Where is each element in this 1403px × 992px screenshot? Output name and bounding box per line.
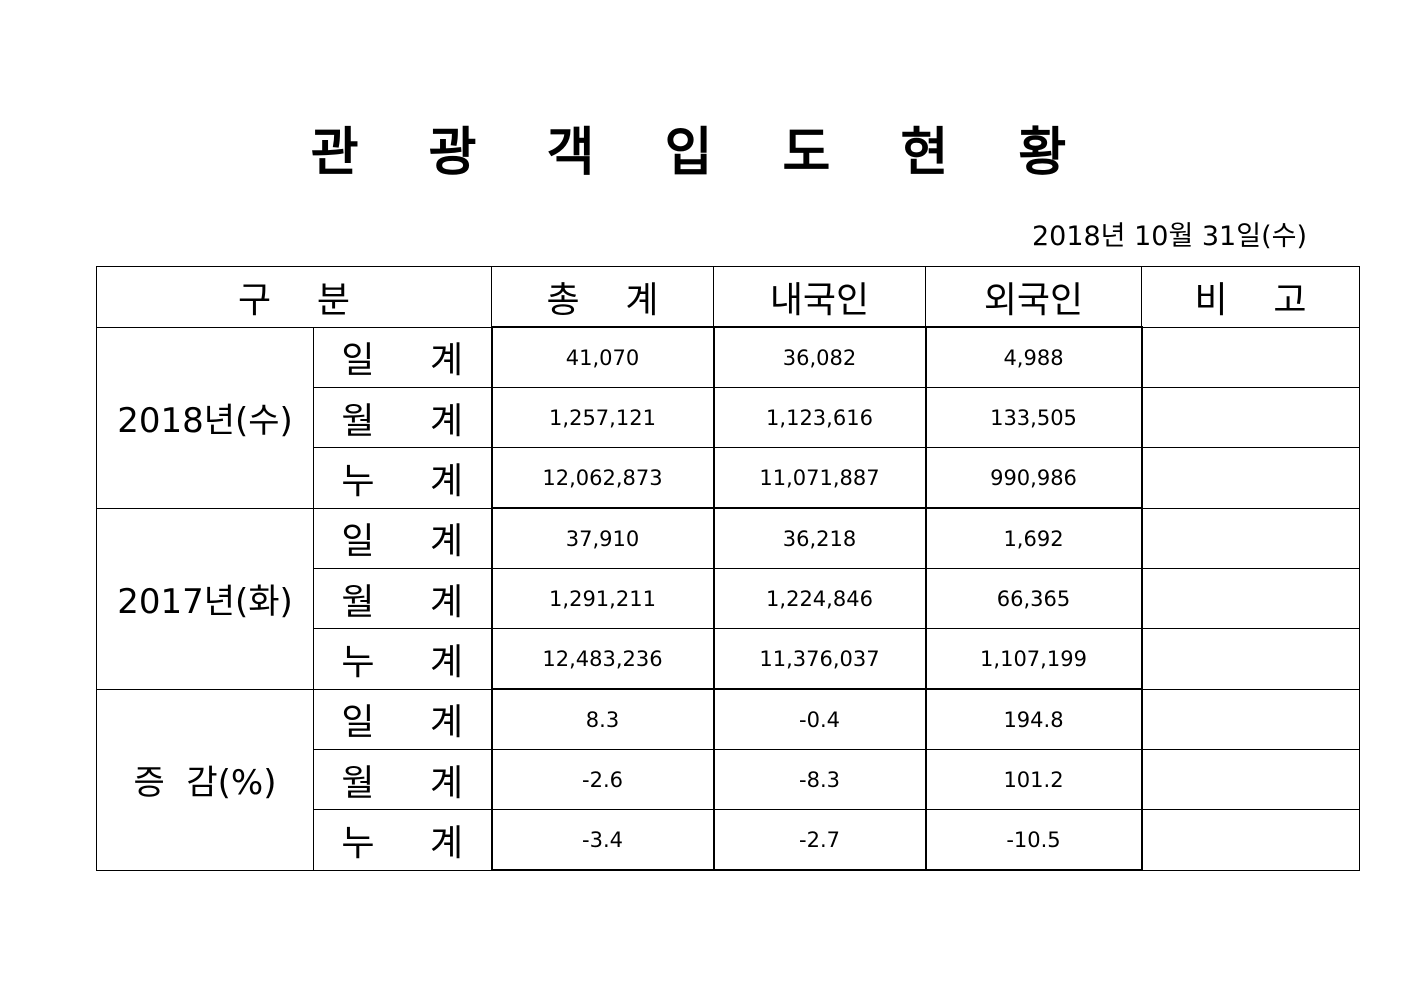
- cell-total: 1,257,121: [490, 387, 715, 448]
- cell-total: 12,062,873: [490, 447, 715, 509]
- cell-total: 8.3: [490, 688, 715, 750]
- cell-total: 1,291,211: [490, 568, 715, 629]
- header-row: 구 분 총 계 내국인 외국인 비 고: [96, 266, 1360, 328]
- page-title: 관 광 객 입 도 현 황: [310, 123, 1093, 183]
- table-row: 월 계 1,291,211 1,224,846 66,365: [97, 568, 1360, 629]
- cell-domestic: -8.3: [713, 749, 926, 810]
- row-label-daily: 일 계: [313, 688, 492, 750]
- cell-remarks: [1141, 507, 1360, 569]
- cell-foreign: 66,365: [924, 568, 1143, 629]
- row-label-monthly: 월 계: [313, 749, 492, 810]
- table-row: 월 계 1,257,121 1,123,616 133,505: [97, 387, 1360, 448]
- cell-foreign: -10.5: [924, 809, 1143, 871]
- table-row: 증 감(%) 일 계 8.3 -0.4 194.8: [96, 688, 1360, 871]
- cell-foreign: 1,107,199: [924, 628, 1143, 690]
- cell-remarks: [1141, 447, 1360, 509]
- cell-total: 41,070: [490, 326, 715, 388]
- cell-domestic: -2.7: [713, 809, 926, 871]
- cell-domestic: 1,224,846: [713, 568, 926, 629]
- cell-remarks: [1141, 688, 1360, 750]
- cell-domestic: -0.4: [713, 688, 926, 750]
- cell-remarks: [1141, 749, 1360, 810]
- table-row: 누 계 12,483,236 11,376,037 1,107,199: [97, 628, 1360, 690]
- cell-remarks: [1141, 387, 1360, 448]
- cell-foreign: 4,988: [924, 326, 1143, 388]
- report-date: 2018년 10월 31일(수): [1031, 221, 1307, 252]
- cell-remarks: [1141, 628, 1360, 690]
- table-row: 누 계 -3.4 -2.7 -10.5: [97, 809, 1360, 871]
- header-domestic: 내국인: [713, 266, 926, 328]
- header-total: 총 계: [491, 266, 714, 328]
- table-row: 2017년(화) 일 계 37,910 36,218 1,692: [96, 507, 1360, 690]
- cell-total: -3.4: [490, 809, 715, 871]
- group-label: 2018년(수): [96, 326, 314, 509]
- cell-domestic: 1,123,616: [713, 387, 926, 448]
- cell-domestic: 11,376,037: [713, 628, 926, 690]
- cell-foreign: 101.2: [924, 749, 1143, 810]
- cell-foreign: 990,986: [924, 447, 1143, 509]
- header-category: 구 분: [96, 266, 492, 328]
- table-row: 월 계 -2.6 -8.3 101.2: [97, 749, 1360, 810]
- cell-foreign: 1,692: [924, 507, 1143, 569]
- cell-total: 12,483,236: [490, 628, 715, 690]
- cell-total: -2.6: [490, 749, 715, 810]
- table-row: 2018년(수) 일 계 41,070 36,082 4,988: [96, 326, 1360, 509]
- cell-domestic: 36,218: [713, 507, 926, 569]
- row-label-daily: 일 계: [313, 326, 492, 388]
- row-label-cumulative: 누 계: [313, 447, 492, 509]
- row-label-monthly: 월 계: [313, 387, 492, 448]
- row-label-cumulative: 누 계: [313, 809, 492, 871]
- row-label-cumulative: 누 계: [313, 628, 492, 690]
- header-remarks: 비 고: [1141, 266, 1360, 328]
- row-label-monthly: 월 계: [313, 568, 492, 629]
- cell-total: 37,910: [490, 507, 715, 569]
- cell-domestic: 11,071,887: [713, 447, 926, 509]
- group-label: 2017년(화): [96, 507, 314, 690]
- table-row: 누 계 12,062,873 11,071,887 990,986: [97, 447, 1360, 509]
- cell-remarks: [1141, 568, 1360, 629]
- row-label-daily: 일 계: [313, 507, 492, 569]
- group-label: 증 감(%): [96, 688, 314, 871]
- cell-domestic: 36,082: [713, 326, 926, 388]
- cell-foreign: 133,505: [924, 387, 1143, 448]
- cell-foreign: 194.8: [924, 688, 1143, 750]
- header-foreign: 외국인: [925, 266, 1142, 328]
- cell-remarks: [1141, 326, 1360, 388]
- tourist-arrivals-table: 구 분 총 계 내국인 외국인 비 고 2018년(수) 일 계 41,070 …: [96, 266, 1360, 871]
- cell-remarks: [1141, 809, 1360, 871]
